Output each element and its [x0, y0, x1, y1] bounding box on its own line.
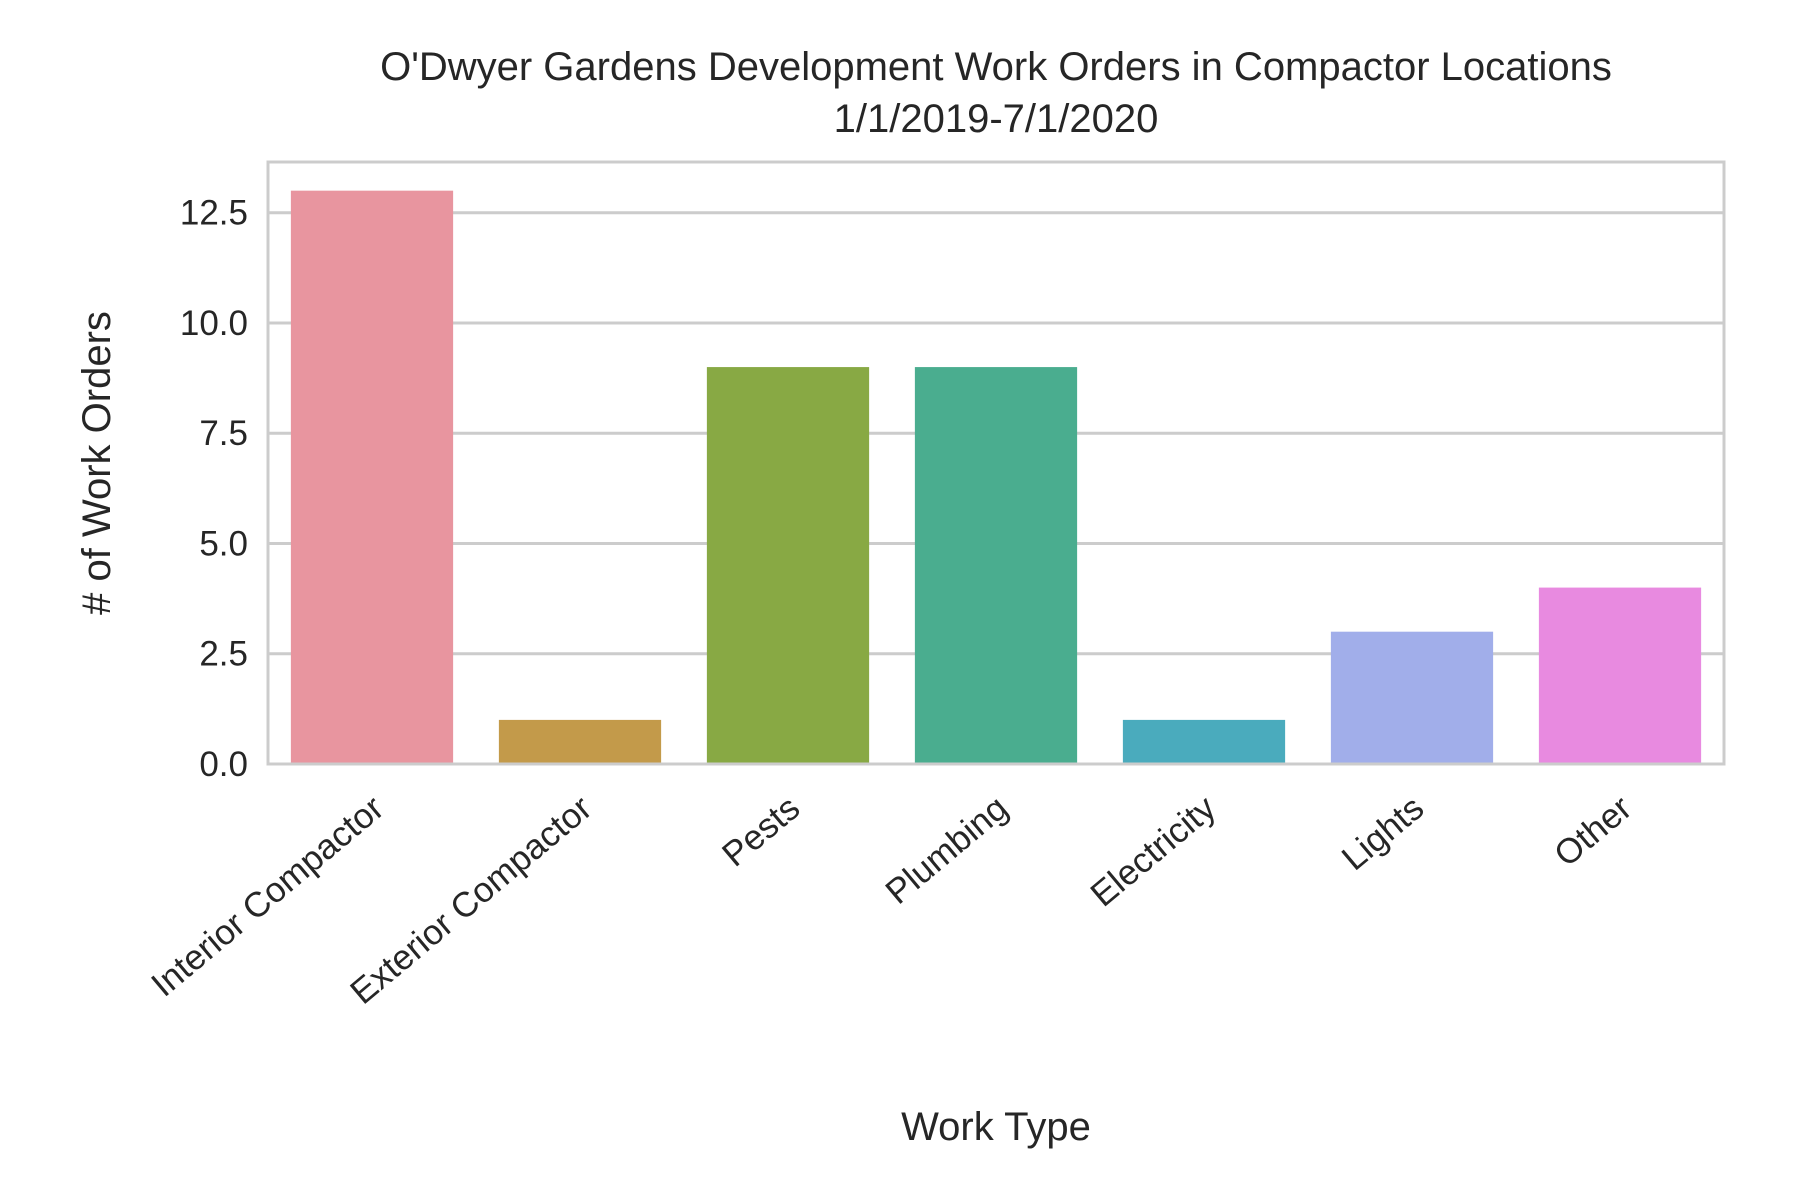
y-tick-label: 10.0: [180, 304, 248, 343]
chart-title-line1: O'Dwyer Gardens Development Work Orders …: [380, 45, 1612, 89]
x-tick-label: Lights: [1335, 788, 1432, 878]
bar-pests: [706, 367, 870, 764]
bar-other: [1538, 587, 1702, 764]
bar-lights: [1330, 631, 1494, 764]
bar-interior-compactor: [290, 190, 454, 764]
x-tick-label: Pests: [715, 788, 807, 874]
y-axis-label: # of Work Orders: [75, 311, 119, 615]
plot-frame: [266, 160, 1726, 766]
bars: [290, 190, 1702, 764]
y-tick-label: 5.0: [199, 524, 248, 563]
y-tick-label: 2.5: [199, 635, 248, 674]
chart-title-line2: 1/1/2019-7/1/2020: [834, 97, 1159, 141]
bar-electricity: [1122, 719, 1286, 764]
y-tick-labels: 0.0 2.5 5.0 7.5 10.0 12.5: [180, 194, 248, 784]
y-tick-label: 7.5: [199, 414, 248, 453]
x-tick-label: Electricity: [1083, 788, 1223, 914]
bar-plumbing: [914, 367, 1078, 764]
y-tick-label: 12.5: [180, 194, 248, 233]
x-tick-label: Plumbing: [878, 788, 1015, 912]
y-tick-label: 0.0: [199, 745, 248, 784]
x-axis-label: Work Type: [901, 1105, 1091, 1149]
x-tick-label: Other: [1547, 788, 1639, 874]
bar-exterior-compactor: [498, 719, 662, 764]
